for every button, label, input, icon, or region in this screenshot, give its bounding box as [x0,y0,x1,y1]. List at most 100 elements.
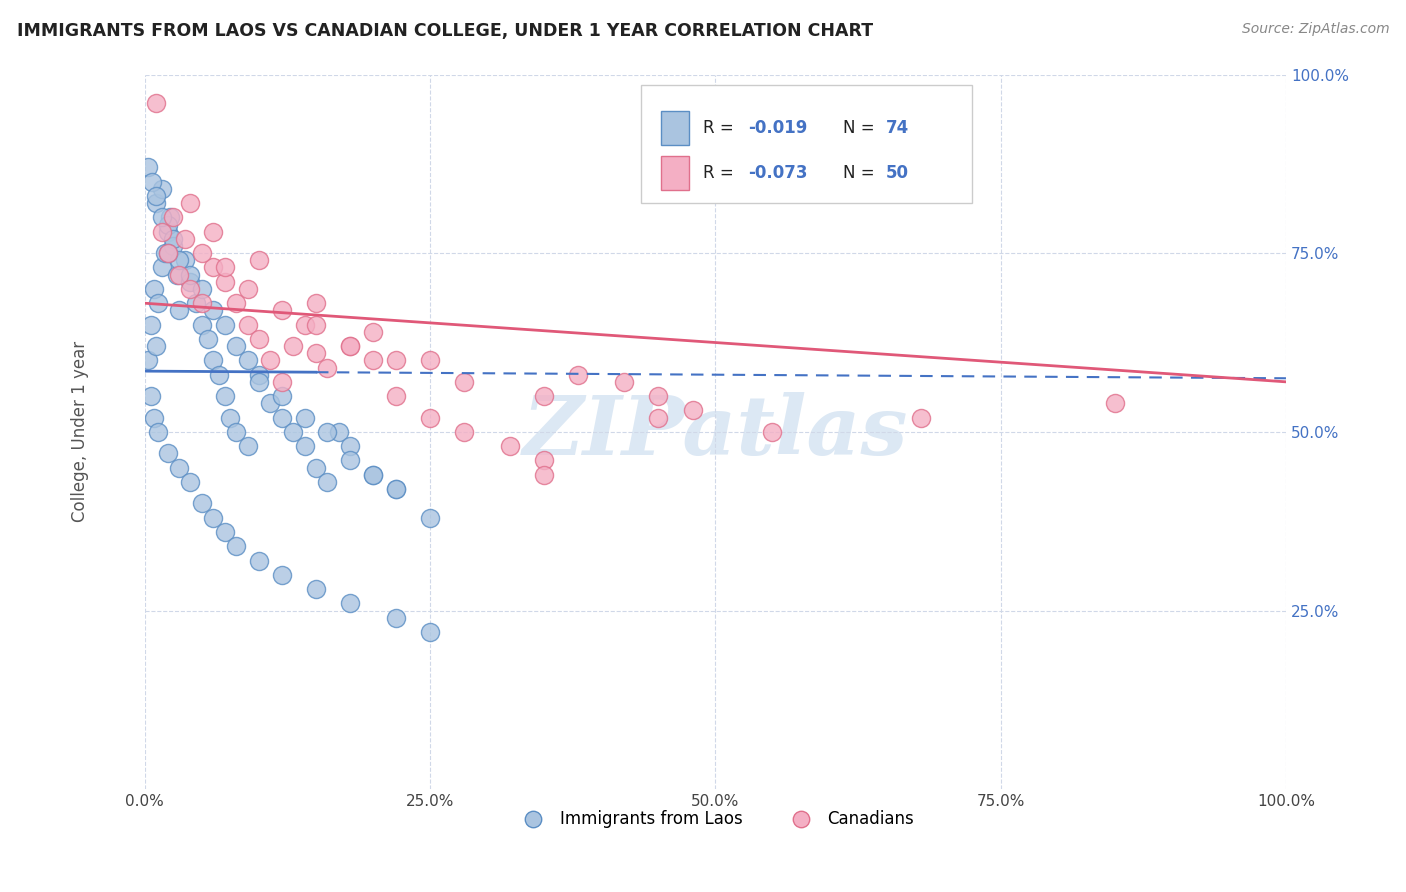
Point [214,524,236,539]
Point [682,403,704,417]
Point [385,482,408,496]
Point [361,467,384,482]
Point [294,410,316,425]
Text: -0.019: -0.019 [748,120,808,137]
Point [179,475,201,489]
Point [202,510,225,524]
Point [191,282,214,296]
Point [214,260,236,275]
Point [142,282,165,296]
Point [136,353,159,368]
Point [499,439,522,453]
Point [385,353,408,368]
Point [270,303,292,318]
Point [419,510,441,524]
Point [419,353,441,368]
Point [270,375,292,389]
Point [225,425,247,439]
Text: R =: R = [703,164,738,182]
Text: 50: 50 [886,164,908,182]
Point [385,610,408,624]
Point [328,425,350,439]
Point [167,253,190,268]
Point [179,268,201,282]
Point [647,410,669,425]
Point [270,389,292,403]
Point [316,360,339,375]
Point [910,410,932,425]
Point [247,375,270,389]
Point [247,253,270,268]
Point [167,303,190,318]
Point [166,268,188,282]
Point [202,260,225,275]
Text: Source: ZipAtlas.com: Source: ZipAtlas.com [1241,22,1389,37]
Point [173,253,195,268]
Point [225,339,247,353]
Legend: Immigrants from Laos, Canadians: Immigrants from Laos, Canadians [510,803,921,835]
Point [270,410,292,425]
Point [419,410,441,425]
Point [339,596,361,610]
Point [145,189,167,203]
Point [305,346,328,360]
Point [647,389,669,403]
Point [162,232,184,246]
FancyBboxPatch shape [661,111,689,145]
Point [214,318,236,332]
Point [145,196,167,211]
Point [150,260,173,275]
Point [191,296,214,310]
Point [1104,396,1126,410]
Text: R =: R = [703,120,738,137]
Point [202,303,225,318]
Point [156,246,179,260]
Point [339,439,361,453]
Point [247,368,270,382]
Point [148,425,170,439]
Point [197,332,219,346]
Point [419,625,441,640]
Point [567,368,589,382]
Point [179,196,201,211]
Point [385,482,408,496]
Point [247,553,270,567]
Point [533,467,555,482]
Point [156,218,179,232]
Point [361,325,384,339]
Point [142,410,165,425]
Point [453,375,475,389]
Point [145,96,167,111]
Point [191,496,214,510]
Point [533,453,555,467]
Point [236,282,259,296]
Point [385,389,408,403]
Point [208,368,231,382]
Point [339,339,361,353]
Y-axis label: College, Under 1 year: College, Under 1 year [72,342,89,523]
Text: N =: N = [844,120,880,137]
Point [136,161,159,175]
Text: 74: 74 [886,120,908,137]
Point [533,389,555,403]
Point [225,296,247,310]
Point [281,339,304,353]
Point [236,439,259,453]
Point [214,275,236,289]
Point [202,225,225,239]
Point [219,410,242,425]
FancyBboxPatch shape [661,156,689,190]
Point [162,211,184,225]
Point [305,582,328,596]
Point [259,353,281,368]
Point [339,453,361,467]
Point [294,318,316,332]
Point [305,460,328,475]
Point [236,353,259,368]
Point [613,375,636,389]
Point [294,439,316,453]
Point [214,389,236,403]
Point [155,246,177,260]
Point [281,425,304,439]
Point [139,318,162,332]
